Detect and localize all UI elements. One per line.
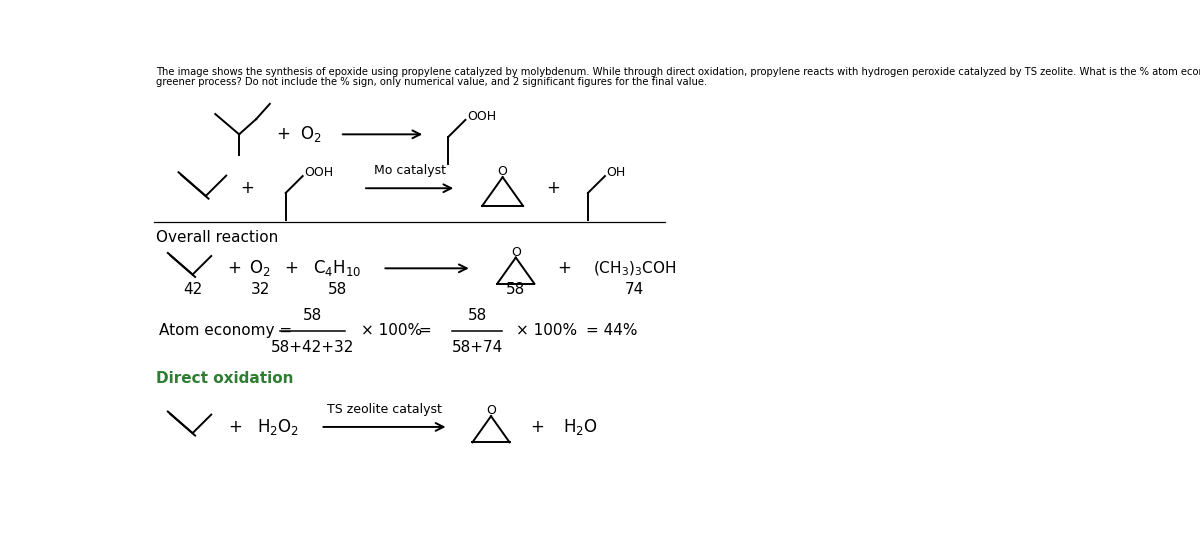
Text: Overall reaction: Overall reaction bbox=[156, 230, 278, 245]
Text: O: O bbox=[498, 165, 508, 178]
Text: 58: 58 bbox=[328, 282, 347, 298]
Text: +: + bbox=[276, 125, 290, 143]
Text: O: O bbox=[511, 246, 521, 259]
Text: =: = bbox=[419, 323, 432, 338]
Text: 42: 42 bbox=[182, 282, 203, 298]
Text: greener process? Do not include the % sign, only numerical value, and 2 signific: greener process? Do not include the % si… bbox=[156, 76, 708, 87]
Text: 58: 58 bbox=[304, 308, 323, 323]
Text: 58+42+32: 58+42+32 bbox=[271, 340, 354, 355]
Text: OH: OH bbox=[607, 166, 626, 179]
Text: × 100%: × 100% bbox=[516, 323, 577, 338]
Text: 32: 32 bbox=[251, 282, 270, 298]
Text: Direct oxidation: Direct oxidation bbox=[156, 371, 294, 386]
Text: +: + bbox=[240, 179, 254, 197]
Text: 74: 74 bbox=[625, 282, 644, 298]
Text: O$_2$: O$_2$ bbox=[300, 124, 322, 144]
Text: Atom economy =: Atom economy = bbox=[160, 323, 293, 338]
Text: +: + bbox=[284, 259, 298, 278]
Text: 58+74: 58+74 bbox=[451, 340, 503, 355]
Text: 58: 58 bbox=[468, 308, 487, 323]
Text: O$_2$: O$_2$ bbox=[250, 259, 271, 279]
Text: (CH$_3$)$_3$COH: (CH$_3$)$_3$COH bbox=[593, 259, 676, 278]
Text: H$_2$O: H$_2$O bbox=[563, 417, 598, 437]
Text: +: + bbox=[530, 418, 545, 436]
Text: OOH: OOH bbox=[305, 166, 334, 179]
Text: 58: 58 bbox=[506, 282, 526, 298]
Text: O: O bbox=[486, 404, 496, 417]
Text: OOH: OOH bbox=[467, 110, 497, 123]
Text: TS zeolite catalyst: TS zeolite catalyst bbox=[328, 403, 443, 416]
Text: +: + bbox=[228, 418, 242, 436]
Text: The image shows the synthesis of epoxide using propylene catalyzed by molybdenum: The image shows the synthesis of epoxide… bbox=[156, 67, 1200, 76]
Text: Mo catalyst: Mo catalyst bbox=[373, 164, 445, 177]
Text: = 44%: = 44% bbox=[586, 323, 637, 338]
Text: C$_4$H$_{10}$: C$_4$H$_{10}$ bbox=[313, 259, 361, 279]
Text: +: + bbox=[546, 179, 560, 197]
Text: +: + bbox=[558, 259, 571, 278]
Text: +: + bbox=[227, 259, 241, 278]
Text: × 100%: × 100% bbox=[361, 323, 422, 338]
Text: H$_2$O$_2$: H$_2$O$_2$ bbox=[257, 417, 299, 437]
